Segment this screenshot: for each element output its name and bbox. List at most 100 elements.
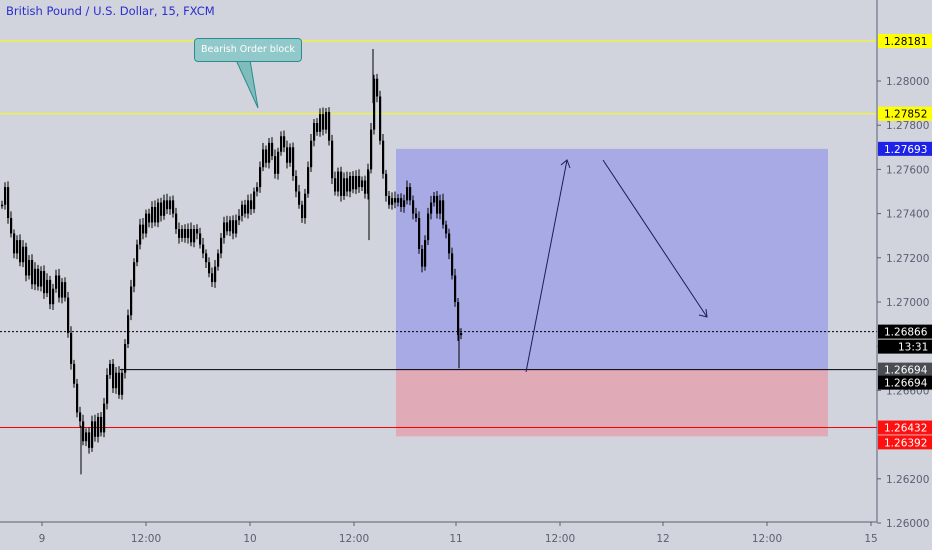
candle-body <box>151 206 154 223</box>
candle-body <box>277 151 280 174</box>
candle-body <box>229 220 232 232</box>
candle-body <box>379 96 382 141</box>
price-tag: 1.27852 <box>884 109 927 121</box>
candle-body <box>85 432 88 442</box>
candle-body <box>331 140 334 179</box>
candle-body <box>202 244 205 254</box>
candle-body <box>169 200 172 210</box>
candle-body <box>103 403 106 433</box>
candle-body <box>349 176 352 192</box>
y-tick-label: 1.26200 <box>886 474 929 486</box>
candle-body <box>100 416 103 433</box>
candle-body <box>187 229 190 238</box>
candle-body <box>40 271 43 287</box>
candle-body <box>106 374 109 404</box>
x-tick-label: 11 <box>449 533 462 545</box>
candle-body <box>361 180 364 188</box>
candle-body <box>457 302 460 336</box>
candle-body <box>289 147 292 163</box>
candle-body <box>91 421 94 448</box>
candle-body <box>1 204 4 207</box>
x-tick-label: 12:00 <box>131 533 161 545</box>
candle-body <box>16 240 19 254</box>
candle-body <box>22 246 25 263</box>
candle-body <box>142 224 145 234</box>
price-tag-bg <box>878 33 932 48</box>
candle-body <box>46 279 49 294</box>
y-tick-label: 1.27000 <box>886 297 929 309</box>
candle-body <box>265 149 268 163</box>
candle-body <box>184 229 187 238</box>
candle-body <box>133 262 136 287</box>
candle-body <box>403 200 406 207</box>
y-tick-label: 1.27200 <box>886 253 929 265</box>
price-tag-bg <box>878 435 932 450</box>
candle-body <box>25 246 28 276</box>
entry-marker: 1.26694 <box>884 378 928 390</box>
candle-body <box>298 191 301 205</box>
candle-body <box>406 187 409 201</box>
candle-body <box>97 416 100 437</box>
candle-body <box>88 432 91 448</box>
candle-body <box>34 268 37 285</box>
candle-body <box>301 204 304 219</box>
candle-body <box>418 218 421 249</box>
candle-body <box>253 191 256 210</box>
annotation-text: Bearish Order block <box>201 44 295 55</box>
candle-body <box>433 195 436 203</box>
candle-body <box>313 122 316 141</box>
profit-zone <box>396 148 828 370</box>
candle-body <box>436 195 439 214</box>
candle-body <box>112 363 115 389</box>
y-tick-label: 1.27800 <box>886 120 929 132</box>
candle-body <box>214 266 217 283</box>
candle-body <box>121 372 124 395</box>
candle-body <box>127 315 130 344</box>
candle-body <box>337 171 340 192</box>
candle-body <box>190 229 193 243</box>
candle-body <box>157 202 160 223</box>
candle-body <box>271 142 274 157</box>
candle-body <box>247 200 250 214</box>
candle-body <box>352 176 355 190</box>
price-tag-bg <box>878 141 932 156</box>
candle-body <box>166 200 169 210</box>
candle-body <box>55 275 58 289</box>
candle-body <box>358 176 361 188</box>
candle-body <box>343 178 346 196</box>
up-arrow-head <box>560 159 571 169</box>
candle-body <box>310 140 313 168</box>
countdown-label: 13:31 <box>898 342 928 354</box>
candle-body <box>262 149 265 168</box>
candle-body <box>376 78 379 97</box>
candle-body <box>136 244 139 263</box>
candle-body <box>280 136 283 152</box>
y-tick-label: 1.27400 <box>886 209 929 221</box>
x-tick-label: 10 <box>243 533 256 545</box>
candle-body <box>250 200 253 210</box>
candle-body <box>70 332 73 364</box>
candle-body <box>274 156 277 174</box>
candle-body <box>412 200 415 214</box>
candle-body <box>382 140 385 174</box>
candle-body <box>205 253 208 263</box>
candle-body <box>226 222 229 232</box>
candle-body <box>430 202 433 214</box>
candle-body <box>235 220 238 234</box>
x-tick-label: 12:00 <box>545 533 575 545</box>
callout-pointer <box>235 59 259 109</box>
candle-body <box>232 220 235 234</box>
candle-body <box>445 224 448 234</box>
entry-marker-bg <box>878 375 932 390</box>
candle-body <box>130 286 133 316</box>
candle-body <box>400 198 403 207</box>
candle-body <box>172 200 175 214</box>
candle-body <box>31 260 34 285</box>
candle-body <box>58 275 61 298</box>
entry-tag: 1.26694 <box>884 365 928 377</box>
candle-body <box>268 142 271 163</box>
candle-body <box>415 213 418 219</box>
candle-body <box>439 200 442 214</box>
